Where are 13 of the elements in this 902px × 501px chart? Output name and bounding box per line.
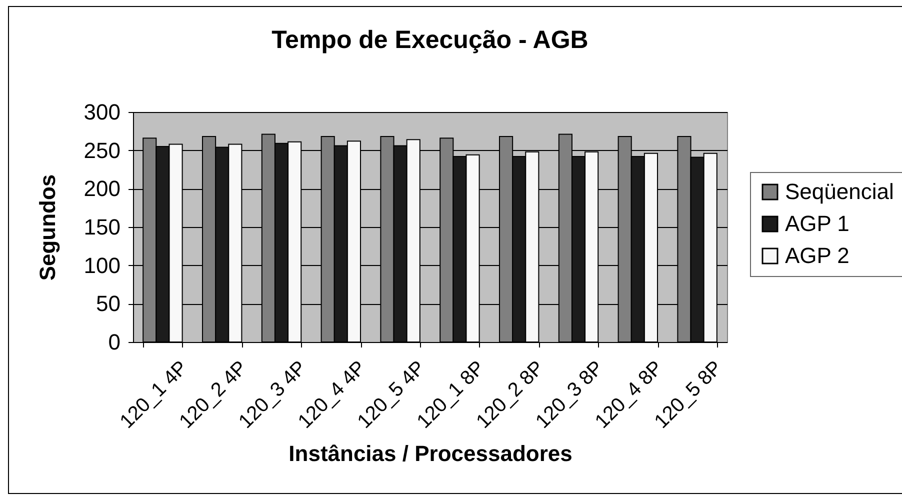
y-tick-label: 300 [84, 100, 120, 124]
y-tick-label: 0 [108, 330, 120, 354]
legend-label: AGP 2 [785, 243, 850, 268]
legend-label: AGP 1 [785, 211, 850, 236]
chart-title: Tempo de Execução - AGB [272, 26, 588, 54]
y-axis-title: Segundos [34, 174, 60, 281]
y-tick-label: 50 [96, 291, 120, 316]
x-axis-title: Instâncias / Processadores [288, 441, 572, 466]
y-tick-label: 100 [84, 252, 120, 278]
y-tick-label: 200 [84, 176, 120, 202]
legend-label: Seqüencial [785, 179, 894, 204]
y-tick-label: 250 [84, 138, 120, 163]
y-tick-label: 150 [84, 214, 120, 240]
